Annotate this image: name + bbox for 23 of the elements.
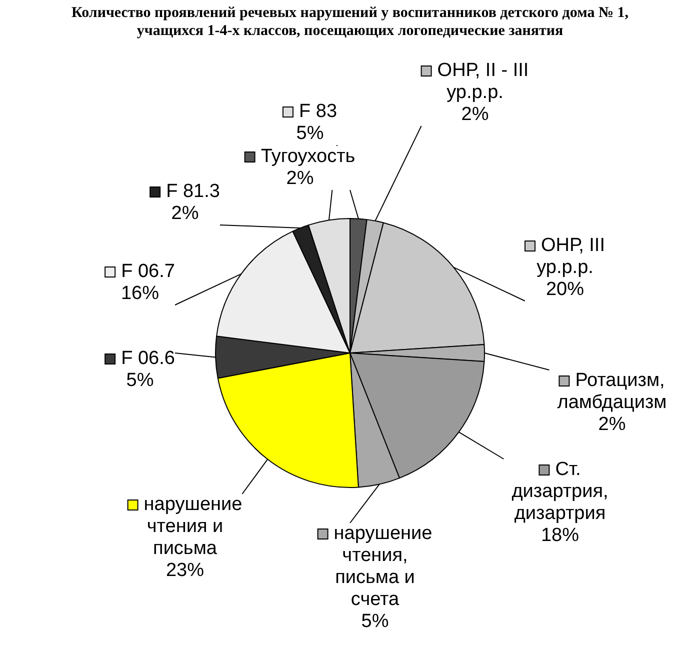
data-label: 20% — [546, 279, 584, 300]
data-label: 5% — [296, 123, 324, 144]
legend-label: нарушение чтения, письма и счета — [334, 523, 432, 610]
data-label: 5% — [361, 611, 389, 632]
legend-label: нарушение чтения и письма — [144, 494, 242, 560]
data-label: 2% — [286, 168, 314, 190]
data-label: 2% — [461, 104, 489, 126]
legend-label: F 81.3 — [166, 181, 220, 202]
data-label: 18% — [540, 525, 580, 546]
legend-label: Ст. дизартрия, дизартрия — [512, 459, 608, 524]
chart-title: Количество проявлений речевых нарушений у воспитанников детского дома № 1, учащихся 1-4-х классов, посещающих логопедические занятия — [70, 4, 630, 41]
data-label: 16% — [120, 283, 160, 304]
legend-label: Тугоухость — [260, 146, 356, 168]
data-label: 2% — [598, 414, 626, 436]
legend-label: F 06.6 — [121, 348, 175, 370]
legend-label: ОНР, II - III ур.р.р. — [437, 60, 529, 104]
data-label: 23% — [166, 560, 204, 582]
legend-label: Ротацизм, ламбдацизм — [557, 370, 667, 414]
legend-label: F 83 — [298, 101, 338, 122]
data-label: 5% — [126, 370, 154, 392]
data-label: 2% — [171, 203, 199, 224]
legend-label: ОНР, III ур.р.р. — [536, 235, 605, 278]
legend-label: F 06.7 — [121, 261, 175, 282]
